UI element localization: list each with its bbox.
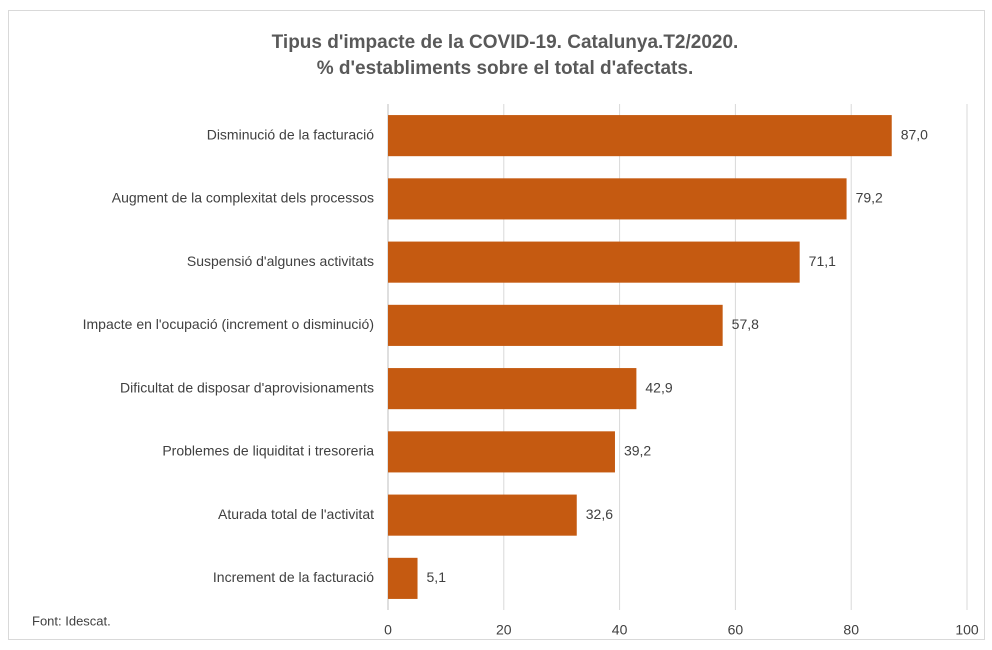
data-label: 39,2 xyxy=(624,443,651,459)
x-tick-label: 100 xyxy=(955,622,979,638)
x-tick-label: 20 xyxy=(496,622,512,638)
bar xyxy=(388,304,723,346)
bar xyxy=(388,178,847,220)
y-tick-label: Aturada total de l'activitat xyxy=(218,506,374,522)
bar xyxy=(388,494,577,536)
chart-title: Tipus d'impacte de la COVID-19. Cataluny… xyxy=(272,32,739,53)
x-tick-label: 80 xyxy=(843,622,859,638)
y-tick-label: Impacte en l'ocupació (increment o dismi… xyxy=(83,316,374,332)
y-tick-label: Disminució de la facturació xyxy=(207,126,375,142)
bar xyxy=(388,431,615,473)
y-tick-label: Augment de la complexitat dels processos xyxy=(112,190,374,206)
data-label: 42,9 xyxy=(645,379,672,395)
data-label: 87,0 xyxy=(901,126,928,142)
source-note: Font: Idescat. xyxy=(32,613,111,628)
bar xyxy=(388,115,892,157)
data-label: 71,1 xyxy=(809,253,836,269)
data-label: 32,6 xyxy=(586,506,613,522)
data-label: 79,2 xyxy=(856,190,883,206)
data-label: 57,8 xyxy=(732,316,759,332)
y-tick-label: Increment de la facturació xyxy=(213,569,374,585)
chart-subtitle: % d'establiments sobre el total d'afecta… xyxy=(317,58,693,79)
y-tick-label: Problemes de liquiditat i tresoreria xyxy=(162,443,374,459)
x-tick-label: 60 xyxy=(728,622,744,638)
x-tick-label: 0 xyxy=(384,622,392,638)
bar xyxy=(388,557,418,599)
y-tick-label: Suspensió d'algunes activitats xyxy=(187,253,374,269)
x-tick-label: 40 xyxy=(612,622,628,638)
data-label: 5,1 xyxy=(427,569,447,585)
bar xyxy=(388,241,800,283)
bar xyxy=(388,368,637,410)
y-tick-label: Dificultat de disposar d'aprovisionament… xyxy=(120,379,374,395)
